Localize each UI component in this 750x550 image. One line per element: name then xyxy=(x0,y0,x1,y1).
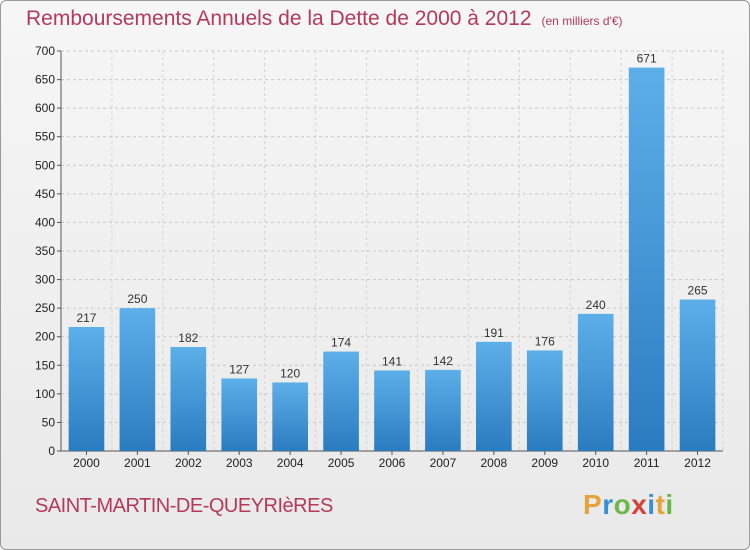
bar xyxy=(68,327,105,451)
bar xyxy=(374,370,410,451)
proxiti-logo: Proxiti xyxy=(583,489,674,521)
x-tick-label: 2001 xyxy=(124,456,151,470)
y-tick-label: 0 xyxy=(48,444,55,458)
y-tick-label: 400 xyxy=(35,215,55,229)
x-tick-label: 2008 xyxy=(480,456,507,470)
bar xyxy=(526,350,563,451)
y-tick-label: 150 xyxy=(35,358,55,372)
x-tick-label: 2012 xyxy=(684,456,711,470)
bar-value-label: 671 xyxy=(637,52,657,66)
x-tick-label: 2010 xyxy=(582,456,609,470)
chart-title-text: Remboursements Annuels de la Dette de 20… xyxy=(26,7,532,30)
y-tick-label: 650 xyxy=(35,73,55,87)
bar-value-label: 240 xyxy=(586,298,606,312)
bar xyxy=(170,347,207,451)
y-tick-label: 300 xyxy=(35,273,55,287)
bar xyxy=(221,378,258,451)
x-tick-label: 2006 xyxy=(379,456,406,470)
x-tick-label: 2005 xyxy=(328,456,355,470)
x-tick-label: 2000 xyxy=(73,456,100,470)
y-tick-label: 200 xyxy=(35,330,55,344)
bar xyxy=(679,299,716,451)
chart-title: Remboursements Annuels de la Dette de 20… xyxy=(26,7,623,31)
labels: 0 50 100 150 200 250 300 350 400 450 500 550 600 650 7… xyxy=(35,44,711,470)
y-tick-label: 250 xyxy=(35,301,55,315)
bar-value-label: 191 xyxy=(484,326,504,340)
bar xyxy=(476,341,512,451)
bar-value-label: 142 xyxy=(433,354,453,368)
x-tick-label: 2002 xyxy=(175,456,202,470)
x-tick-label: 2004 xyxy=(277,456,304,470)
bars xyxy=(68,67,716,452)
y-tick-label: 50 xyxy=(42,415,56,429)
bar xyxy=(119,308,156,451)
x-tick-label: 2007 xyxy=(430,456,457,470)
x-tick-label: 2009 xyxy=(531,456,558,470)
bar-value-label: 141 xyxy=(382,354,402,368)
bar-value-label: 174 xyxy=(331,336,351,350)
logo-letter: r xyxy=(602,489,614,520)
bar-value-label: 217 xyxy=(76,311,96,325)
logo-letter: o xyxy=(613,489,632,520)
y-tick-label: 550 xyxy=(35,130,55,144)
bar-value-label: 182 xyxy=(178,331,198,345)
y-tick-label: 500 xyxy=(35,158,55,172)
y-tick-label: 600 xyxy=(35,101,55,115)
x-tick-label: 2011 xyxy=(634,456,660,470)
y-tick-label: 700 xyxy=(35,44,55,58)
y-tick-label: 100 xyxy=(35,387,55,401)
logo-letter: i xyxy=(665,489,674,520)
logo-letter: i xyxy=(647,489,656,520)
bar xyxy=(323,351,359,451)
bar-value-label: 176 xyxy=(535,334,555,348)
bar-value-label: 250 xyxy=(127,292,147,306)
x-tick-label: 2003 xyxy=(226,456,253,470)
bar-value-label: 120 xyxy=(280,366,300,380)
bar xyxy=(577,313,614,451)
bar xyxy=(272,382,308,451)
bar xyxy=(425,369,461,451)
logo-letter: P xyxy=(583,489,603,520)
y-tick-label: 350 xyxy=(35,244,55,258)
logo-letter: x xyxy=(631,489,648,520)
commune-name: SAINT-MARTIN-DE-QUEYRIèRES xyxy=(35,495,333,517)
y-tick-label: 450 xyxy=(35,187,55,201)
bar xyxy=(628,67,665,452)
bar-value-label: 265 xyxy=(688,284,708,298)
logo-letter: t xyxy=(655,489,666,520)
chart-unit: (en milliers d'€) xyxy=(541,14,623,28)
bar-value-label: 127 xyxy=(229,362,249,376)
